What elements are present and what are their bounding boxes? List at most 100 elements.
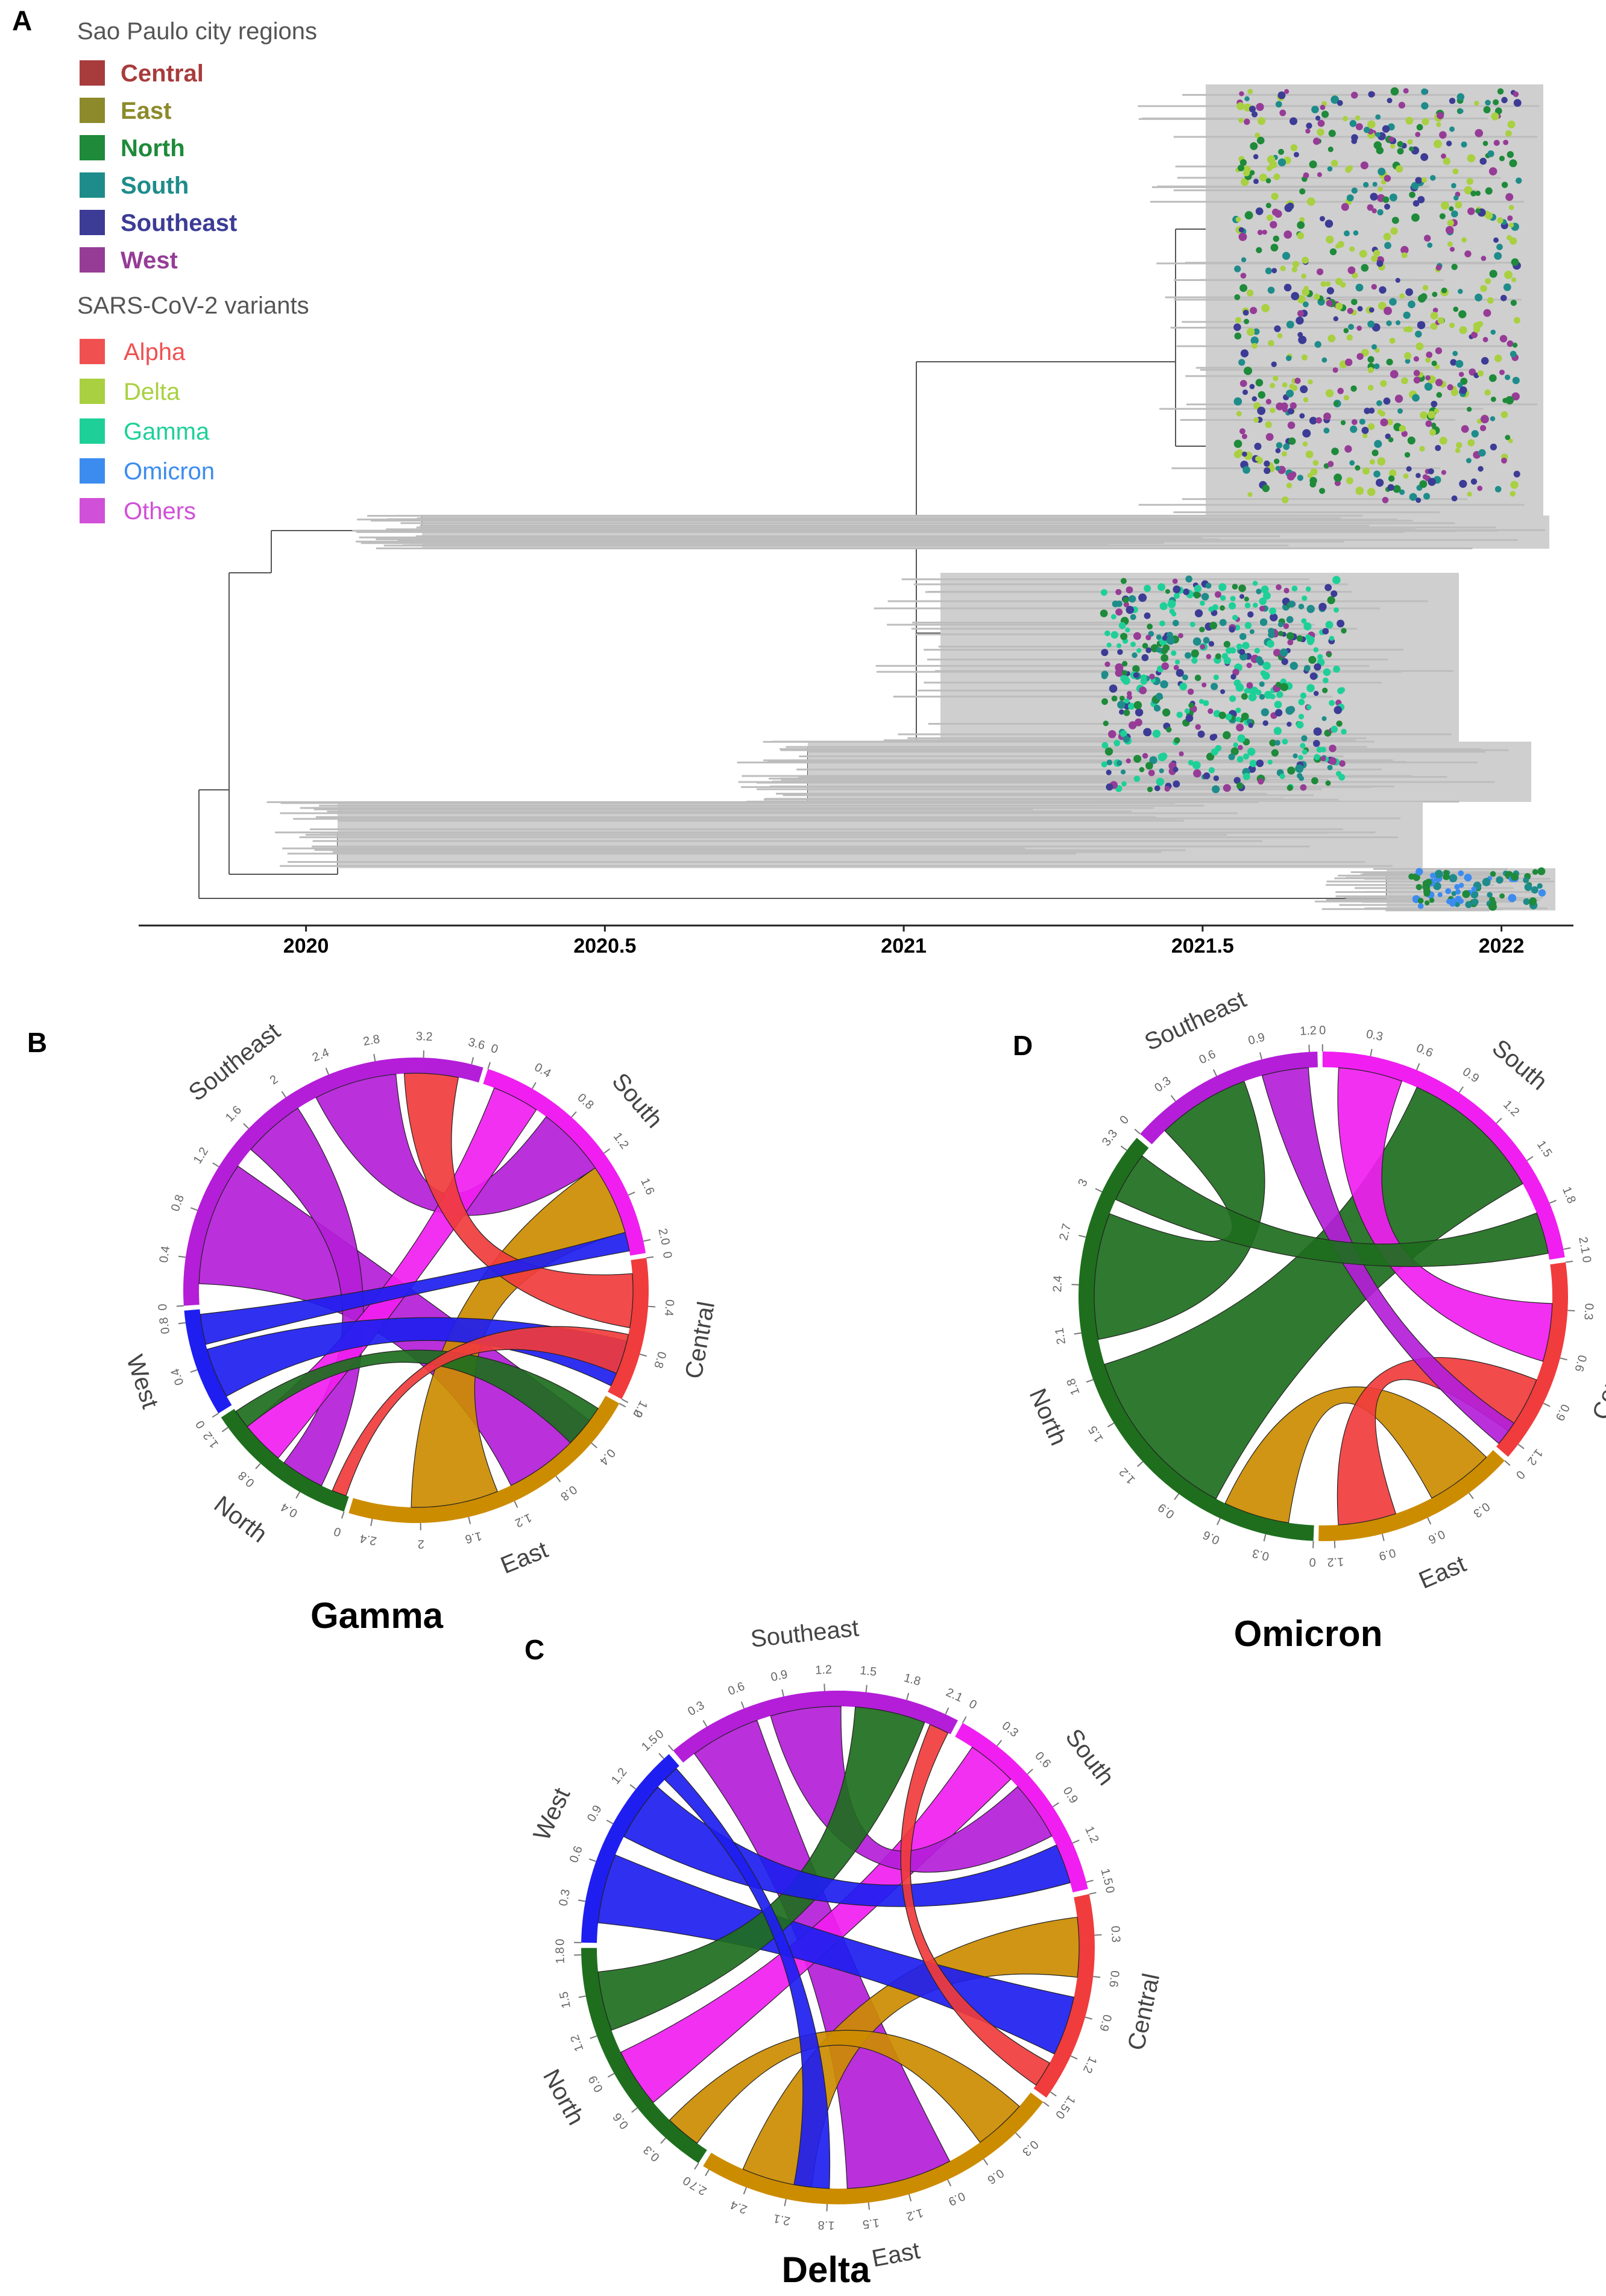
tip-marker xyxy=(1308,655,1317,664)
tip-marker xyxy=(1447,241,1453,247)
chord-tick xyxy=(1517,1443,1525,1449)
tip-marker xyxy=(1277,333,1283,339)
legend-label-alpha: Alpha xyxy=(124,339,186,365)
chord-tick-label: 0.9 xyxy=(946,2189,968,2209)
chord-sector-label-central: Central xyxy=(1123,1971,1165,2052)
chord-tick-label: 1.2 xyxy=(568,2033,586,2054)
chord-tick xyxy=(578,1899,586,1902)
tip-marker xyxy=(1376,400,1382,406)
tip-marker xyxy=(1386,358,1393,366)
tip-marker xyxy=(1113,740,1121,746)
tip-marker xyxy=(1329,699,1335,706)
tip-marker xyxy=(1201,682,1207,688)
tip-marker xyxy=(1303,664,1311,672)
tip-marker xyxy=(1160,680,1168,689)
chord-tick xyxy=(631,2107,638,2113)
tip-marker xyxy=(1337,99,1343,106)
tip-marker xyxy=(1247,327,1255,336)
tip-marker xyxy=(1382,497,1389,503)
chord-tick xyxy=(178,1322,186,1325)
tip-marker xyxy=(1220,689,1226,695)
tip-marker xyxy=(1132,652,1138,658)
tip-marker xyxy=(1106,783,1113,791)
tip-marker xyxy=(1191,649,1199,658)
tip-marker xyxy=(1409,191,1415,198)
tip-marker xyxy=(1405,358,1411,364)
tip-marker xyxy=(1343,395,1349,401)
tip-marker xyxy=(1280,265,1286,271)
tip-marker xyxy=(1296,721,1304,729)
chord-tick-label: 1.2 xyxy=(1327,1555,1344,1569)
chord-tick-label: 2.4 xyxy=(359,1531,377,1548)
tip-marker xyxy=(1223,640,1230,648)
tip-marker xyxy=(1415,177,1422,184)
tip-marker xyxy=(1292,260,1299,268)
tip-marker xyxy=(1413,356,1419,362)
tip-marker xyxy=(1247,89,1253,95)
tip-marker xyxy=(1408,300,1415,309)
tip-marker xyxy=(1276,442,1283,449)
tip-marker xyxy=(1317,119,1325,127)
tip-marker xyxy=(1359,418,1365,425)
tip-marker xyxy=(1185,652,1191,659)
tip-marker xyxy=(1301,273,1306,279)
tip-marker xyxy=(1233,777,1241,784)
tip-marker xyxy=(1286,320,1294,329)
tip-marker xyxy=(1353,230,1359,236)
tip-marker xyxy=(1191,657,1198,664)
tip-marker xyxy=(1112,601,1119,608)
tip-marker xyxy=(1367,423,1375,430)
chord-tick xyxy=(908,2194,912,2202)
tip-marker xyxy=(1261,708,1269,716)
tip-marker xyxy=(1328,130,1336,137)
chord-sector-label-east: East xyxy=(870,2238,922,2272)
chord-tick-label: 0.4 xyxy=(279,1500,300,1520)
tip-marker xyxy=(1443,157,1450,165)
tip-marker xyxy=(1488,167,1497,175)
tip-marker xyxy=(1127,702,1135,710)
chord-tick-label: 0.6 xyxy=(611,2110,632,2131)
tip-marker xyxy=(1184,708,1190,714)
tip-marker xyxy=(1286,203,1294,210)
chord-tick xyxy=(1072,1840,1080,1844)
chord-tick xyxy=(1458,1086,1464,1093)
tip-marker xyxy=(1493,237,1499,243)
tip-marker xyxy=(1441,470,1446,475)
tip-marker xyxy=(1247,492,1253,497)
tip-marker xyxy=(1298,604,1305,610)
chord-tick xyxy=(190,1207,198,1211)
tip-marker xyxy=(1349,460,1355,466)
tip-marker xyxy=(1127,694,1133,700)
tip-marker xyxy=(1270,693,1276,699)
tip-marker xyxy=(1500,294,1507,301)
tip-marker xyxy=(1253,154,1259,160)
chord-tick-label: 1.2 xyxy=(815,1663,833,1677)
tip-marker xyxy=(1299,217,1305,222)
tip-marker xyxy=(1384,242,1391,250)
tip-marker xyxy=(1458,870,1464,877)
tip-marker xyxy=(1459,479,1467,488)
tip-marker xyxy=(1282,496,1289,503)
tip-marker xyxy=(1259,694,1265,700)
tip-marker xyxy=(1386,418,1393,426)
tip-marker xyxy=(1479,424,1487,432)
tip-marker xyxy=(1148,769,1155,777)
tip-marker xyxy=(1266,640,1274,648)
tip-marker xyxy=(1246,289,1254,297)
chord-tick xyxy=(962,1716,967,1724)
tip-marker xyxy=(1120,578,1127,584)
tip-marker xyxy=(1277,91,1286,99)
tip-marker xyxy=(1388,136,1394,142)
chord-tick-label: 2.4 xyxy=(310,1046,331,1065)
tip-marker xyxy=(1239,428,1245,435)
chord-tick xyxy=(176,1305,184,1307)
tip-marker xyxy=(1252,581,1258,586)
tip-marker xyxy=(1346,477,1353,485)
chord-tick xyxy=(947,2179,952,2187)
tip-marker xyxy=(1415,884,1422,891)
tip-marker xyxy=(1111,695,1118,702)
tip-marker xyxy=(1395,165,1403,173)
tip-marker xyxy=(1306,684,1315,693)
tip-marker xyxy=(1213,775,1220,781)
tree-axis-label: 2020 xyxy=(283,935,329,957)
